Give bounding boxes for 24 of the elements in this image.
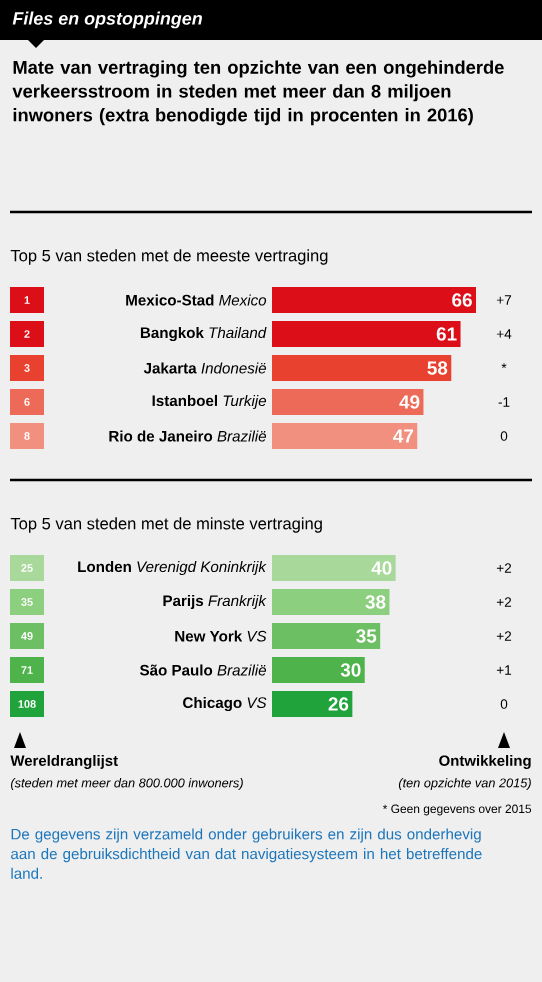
bar xyxy=(272,388,424,415)
data-label: 49 xyxy=(399,395,420,409)
text: Mate van vertraging ten opzichte van een ongehinderde verkeersstroom in steden met meer dan 8 miljoen inwoners (extra benodigde tijd in procenten in 2016) xyxy=(12,60,504,126)
bar xyxy=(272,657,365,683)
bar xyxy=(272,555,396,581)
text: Files en opstoppingen xyxy=(12,11,202,29)
data-label: 38 xyxy=(365,595,386,609)
data-label: 61 xyxy=(436,327,457,341)
bar xyxy=(272,422,418,449)
bar xyxy=(272,589,390,615)
chart-title: Top 5 van steden met de minste vertraging xyxy=(10,517,322,533)
data-label: 47 xyxy=(393,429,414,443)
data-label: 35 xyxy=(356,629,377,643)
bar xyxy=(272,623,381,649)
data-label: 66 xyxy=(452,293,472,307)
bar xyxy=(272,320,461,347)
data-label: 40 xyxy=(371,561,392,575)
bar xyxy=(272,354,452,381)
data-label: 30 xyxy=(340,663,361,677)
bar xyxy=(272,691,353,717)
data-label: 26 xyxy=(328,697,349,711)
chart-title: Top 5 van steden met de meeste vertraging xyxy=(10,249,328,265)
bar xyxy=(272,286,476,313)
data-label: 58 xyxy=(427,361,448,375)
